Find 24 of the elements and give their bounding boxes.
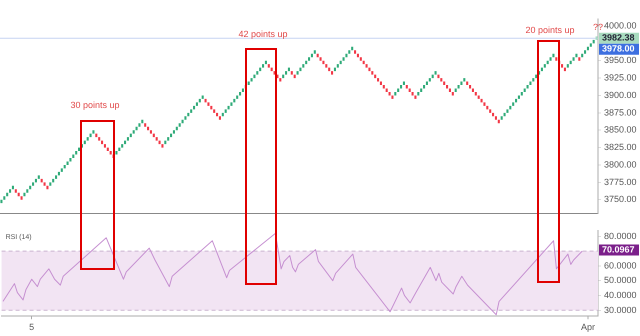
y-tick-label: 3825.00 [604,142,637,152]
text: 70.0967 [602,244,635,254]
ref-line-label: 3982.38 [602,32,635,43]
x-tick-label: Apr [580,322,595,332]
y-tick-label: 40.0000 [604,290,637,300]
y-tick-label: 3925.00 [604,72,637,83]
y-tick-label: 3800.00 [604,159,637,170]
annotation: ?? [592,22,604,32]
y-tick-label: 3750.00 [604,194,637,204]
y-tick-label: 4000.00 [604,20,637,30]
y-tick-label: 80.0000 [604,230,637,241]
y-tick-label: 3850.00 [604,124,637,135]
annotation: 20 points up [525,24,575,35]
y-tick-label: 30.0000 [604,304,637,315]
annotation: 42 points up [238,28,288,39]
text: 3978.00 [602,44,635,54]
y-tick-label: 3875.00 [604,107,637,118]
y-tick-label: 50.0000 [604,275,637,286]
y-tick-label: 3950.00 [604,55,637,66]
x-tick-label: 5 [29,322,34,332]
y-tick-label: 3900.00 [604,90,637,100]
y-tick-label: 60.0000 [604,260,637,270]
annotation: 30 points up [70,100,120,110]
y-tick-label: 3775.00 [604,176,637,187]
